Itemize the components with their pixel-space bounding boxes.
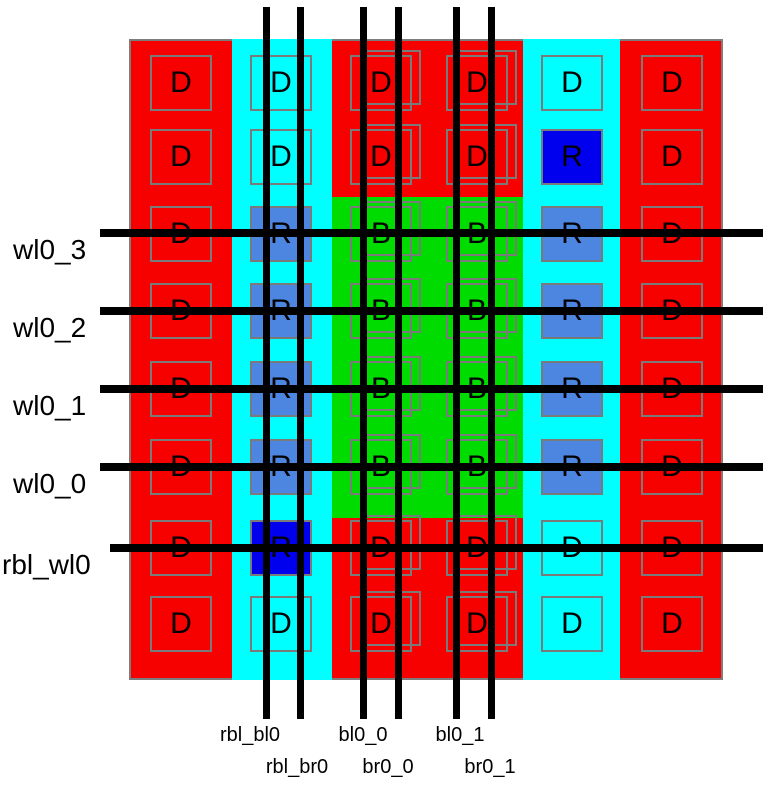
cell-letter: R <box>561 140 583 173</box>
wordline-label-wl0_2: wl0_2 <box>13 312 87 343</box>
cell-letter: D <box>270 607 292 640</box>
wordline-wl0_2 <box>100 307 763 315</box>
wordline-label-wl0_3: wl0_3 <box>13 234 87 265</box>
cell-letter: D <box>170 607 192 640</box>
cell-letter: D <box>270 66 292 99</box>
bitline-bl0_0 <box>359 7 367 719</box>
bitline-rbl_br0 <box>296 7 304 719</box>
cell-d-r0-c4: D <box>541 55 603 111</box>
cell-d-r1-c5: D <box>641 129 703 185</box>
cell-letter: D <box>661 140 683 173</box>
bitline-br0_1 <box>487 7 495 719</box>
cell-letter: D <box>561 607 583 640</box>
cell-letter: D <box>270 140 292 173</box>
bitline-label-rbl_bl0: rbl_bl0 <box>219 724 281 746</box>
bitline-rbl_bl0 <box>262 7 270 719</box>
bitline-br0_0 <box>394 7 402 719</box>
bitline-bl0_1 <box>452 7 460 719</box>
bitline-label-bl0_1: bl0_1 <box>435 724 485 746</box>
wordline-wl0_0 <box>100 463 763 471</box>
wordline-label-wl0_0: wl0_0 <box>13 468 87 499</box>
wordline-wl0_1 <box>100 385 763 393</box>
cell-letter: D <box>466 140 488 173</box>
cell-letter: D <box>370 140 392 173</box>
wordline-label-rbl_wl0: rbl_wl0 <box>2 549 91 580</box>
cell-d-r7-c0: D <box>150 596 212 652</box>
cell-letter: D <box>466 66 488 99</box>
bitline-label-br0_0: br0_0 <box>362 756 414 778</box>
cell-r-r1-c4: R <box>541 129 603 185</box>
cell-letter: D <box>661 607 683 640</box>
cell-d-r7-c4: D <box>541 596 603 652</box>
bitline-label-rbl_br0: rbl_br0 <box>265 756 329 778</box>
bitline-label-bl0_0: bl0_0 <box>338 724 388 746</box>
bitline-label-br0_1: br0_1 <box>464 756 516 778</box>
wordline-wl0_3 <box>100 229 763 237</box>
wordline-label-wl0_1: wl0_1 <box>13 390 87 421</box>
cell-letter: D <box>466 607 488 640</box>
cell-letter: D <box>370 607 392 640</box>
cell-letter: D <box>370 66 392 99</box>
cell-letter: D <box>561 66 583 99</box>
cell-d-r0-c0: D <box>150 55 212 111</box>
cell-d-r1-c0: D <box>150 129 212 185</box>
cell-d-r7-c5: D <box>641 596 703 652</box>
cell-letter: D <box>170 140 192 173</box>
wordline-rbl_wl0 <box>110 544 763 552</box>
cell-d-r0-c5: D <box>641 55 703 111</box>
cell-letter: D <box>661 66 683 99</box>
cell-letter: D <box>170 66 192 99</box>
